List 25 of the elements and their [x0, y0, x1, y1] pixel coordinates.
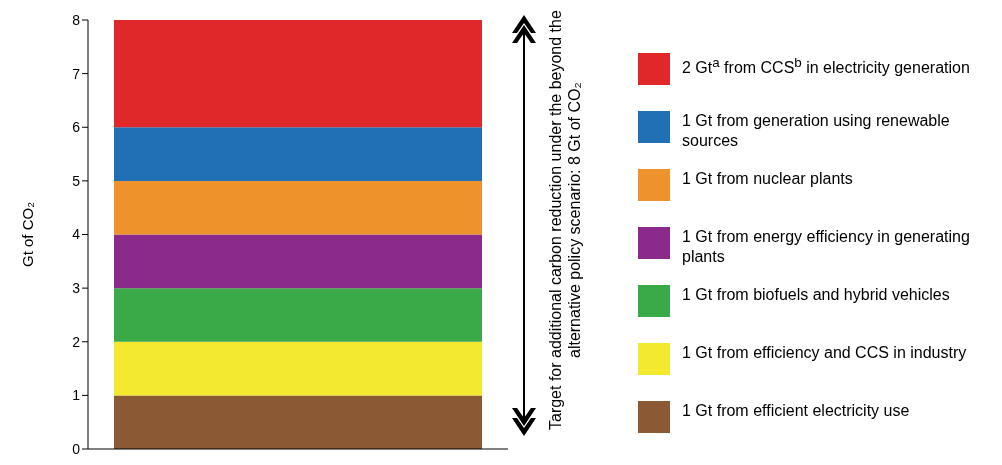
legend-label: 2 Gt$^{a}$ from CCS$^{b}$ in electricity generation [682, 54, 971, 79]
y-tick-label: 3 [72, 280, 81, 297]
bar [114, 180, 482, 235]
legend-label: 1 Gt from biofuels and hybrid vehicles [682, 285, 951, 305]
y-axis-title: Gt of CO₂ [19, 201, 37, 268]
y-tick-label: 2 [72, 333, 81, 350]
y-tick-label: 5 [72, 172, 81, 189]
y-tick-label: 8 [72, 11, 81, 28]
bar [114, 234, 482, 289]
text: Target for additional carbon reduction under the beyond the alternative policy scenario: 8 Gt of CO₂ [546, 9, 584, 433]
legend-label: 1 Gt from nuclear plants [682, 169, 854, 189]
legend-label: 1 Gt from efficient electricity use [682, 401, 911, 421]
y-tick-label: 4 [72, 226, 81, 243]
y-tick-label: 0 [72, 440, 81, 457]
legend-label: 1 Gt from generation using renewable sources [682, 111, 951, 151]
bar [114, 341, 482, 396]
bar [114, 288, 482, 342]
bar [114, 395, 482, 449]
y-tick-label: 7 [72, 65, 81, 82]
legend-label: 1 Gt from energy efficiency in generating plants [682, 227, 971, 267]
y-tick-label: 6 [72, 119, 81, 136]
bar [114, 20, 482, 128]
bar [114, 127, 482, 181]
y-tick-label: 1 [72, 387, 81, 404]
legend-label: 1 Gt from efficiency and CCS in industry [682, 343, 968, 363]
